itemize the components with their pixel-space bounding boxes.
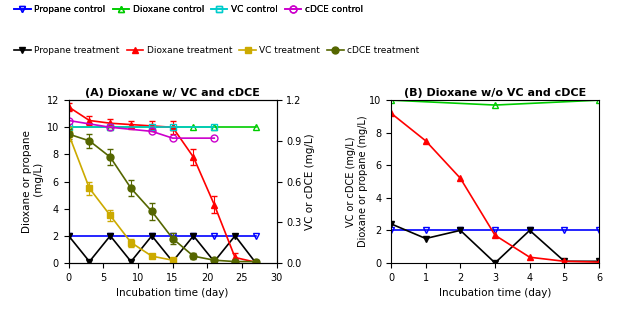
- Legend: Propane treatment, Dioxane treatment, VC treatment, cDCE treatment: Propane treatment, Dioxane treatment, VC…: [11, 42, 423, 58]
- Title: (A) Dioxane w/ VC and cDCE: (A) Dioxane w/ VC and cDCE: [85, 88, 260, 98]
- Y-axis label: VC or cDCE (mg/L): VC or cDCE (mg/L): [305, 133, 314, 230]
- Title: (B) Dioxane w/o VC and cDCE: (B) Dioxane w/o VC and cDCE: [404, 88, 586, 98]
- Legend: Propane control, Dioxane control, VC control, cDCE control: Propane control, Dioxane control, VC con…: [11, 1, 366, 18]
- X-axis label: Incubation time (day): Incubation time (day): [439, 288, 551, 298]
- Y-axis label: Dioxane or propane
 (mg/L): Dioxane or propane (mg/L): [22, 130, 44, 233]
- Y-axis label: VC or cDCE (mg/L)
Dioxane or propane (mg/L): VC or cDCE (mg/L) Dioxane or propane (mg…: [346, 116, 368, 247]
- X-axis label: Incubation time (day): Incubation time (day): [117, 288, 229, 298]
